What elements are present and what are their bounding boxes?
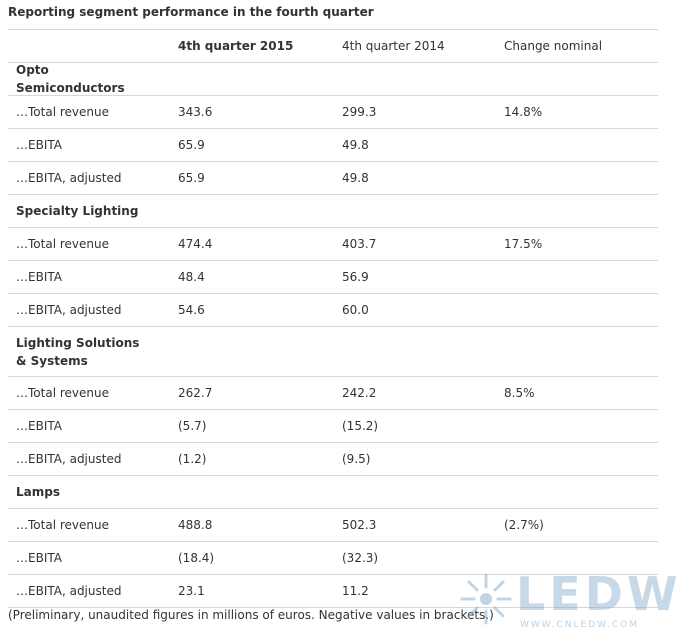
cell-q4-2014: 11.2 bbox=[342, 584, 369, 598]
header-cell-q4-2014: 4th quarter 2014 bbox=[342, 39, 445, 53]
cell-q4-2015: 48.4 bbox=[178, 270, 205, 284]
cell-q4-2015: 23.1 bbox=[178, 584, 205, 598]
row-label: …Total revenue bbox=[16, 105, 109, 119]
cell-q4-2015: 474.4 bbox=[178, 237, 213, 251]
cell-change bbox=[504, 294, 654, 326]
table-row: …EBITA 65.9 49.8 bbox=[8, 129, 658, 162]
row-label: …EBITA bbox=[16, 551, 62, 565]
cell-q4-2014 bbox=[342, 63, 492, 95]
cell-change: (2.7%) bbox=[504, 518, 544, 532]
cell-change bbox=[504, 327, 654, 376]
footnote: (Preliminary, unaudited figures in milli… bbox=[8, 608, 494, 622]
row-label: …EBITA bbox=[16, 138, 62, 152]
row-label: …Total revenue bbox=[16, 237, 109, 251]
cell-q4-2014: (15.2) bbox=[342, 419, 379, 433]
table-row: …EBITA 48.4 56.9 bbox=[8, 261, 658, 294]
row-label: …EBITA bbox=[16, 419, 62, 433]
table-row: …EBITA, adjusted 23.1 11.2 bbox=[8, 575, 658, 608]
cell-change bbox=[504, 410, 654, 442]
table-row: …Total revenue 343.6 299.3 14.8% bbox=[8, 96, 658, 129]
row-label: …Total revenue bbox=[16, 518, 109, 532]
cell-q4-2014: 502.3 bbox=[342, 518, 377, 532]
cell-q4-2015 bbox=[178, 476, 328, 508]
section-header-row: Opto Semiconductors bbox=[8, 63, 658, 96]
cell-q4-2014: 242.2 bbox=[342, 386, 377, 400]
cell-q4-2014: 49.8 bbox=[342, 138, 369, 152]
cell-change bbox=[504, 261, 654, 293]
segment-performance-table: 4th quarter 2015 4th quarter 2014 Change… bbox=[8, 29, 658, 608]
cell-q4-2014 bbox=[342, 476, 492, 508]
cell-change bbox=[504, 476, 654, 508]
cell-q4-2014: (9.5) bbox=[342, 452, 371, 466]
cell-q4-2014: (32.3) bbox=[342, 551, 379, 565]
watermark-url: WWW.CNLEDW.COM bbox=[520, 620, 640, 630]
table-row: …EBITA, adjusted 54.6 60.0 bbox=[8, 294, 658, 327]
table-row: …Total revenue 474.4 403.7 17.5% bbox=[8, 228, 658, 261]
row-label: Opto Semiconductors bbox=[16, 63, 125, 95]
table-row: …EBITA (5.7) (15.2) bbox=[8, 410, 658, 443]
cell-change: 14.8% bbox=[504, 105, 543, 119]
header-cell-label bbox=[16, 30, 166, 62]
row-label: …EBITA, adjusted bbox=[16, 584, 122, 598]
cell-change bbox=[504, 162, 654, 194]
cell-q4-2014: 49.8 bbox=[342, 171, 369, 185]
row-label: …Total revenue bbox=[16, 386, 109, 400]
cell-q4-2015: 65.9 bbox=[178, 138, 205, 152]
sunburst-icon bbox=[460, 573, 512, 625]
table-row: …EBITA, adjusted 65.9 49.8 bbox=[8, 162, 658, 195]
cell-q4-2014: 60.0 bbox=[342, 303, 369, 317]
cell-change bbox=[504, 195, 654, 227]
row-label: Lamps bbox=[16, 485, 60, 499]
section-header-row: Lighting Solutions & Systems bbox=[8, 327, 658, 377]
table-row: …Total revenue 488.8 502.3 (2.7%) bbox=[8, 509, 658, 542]
row-label: …EBITA bbox=[16, 270, 62, 284]
cell-q4-2015 bbox=[178, 63, 328, 95]
cell-q4-2015: (18.4) bbox=[178, 551, 215, 565]
row-label: Lighting Solutions & Systems bbox=[16, 335, 140, 368]
cell-q4-2014: 299.3 bbox=[342, 105, 377, 119]
table-caption: Reporting segment performance in the fou… bbox=[8, 5, 374, 19]
cell-change bbox=[504, 63, 654, 95]
header-cell-q4-2015: 4th quarter 2015 bbox=[178, 39, 294, 53]
cell-q4-2015: (5.7) bbox=[178, 419, 207, 433]
cell-change bbox=[504, 443, 654, 475]
cell-q4-2014 bbox=[342, 195, 492, 227]
watermark-text: LEDW bbox=[516, 567, 682, 621]
cell-q4-2015: (1.2) bbox=[178, 452, 207, 466]
section-header-row: Lamps bbox=[8, 476, 658, 509]
cell-q4-2015: 488.8 bbox=[178, 518, 213, 532]
table-row: …EBITA, adjusted (1.2) (9.5) bbox=[8, 443, 658, 476]
row-label: Specialty Lighting bbox=[16, 204, 139, 218]
cell-change: 8.5% bbox=[504, 386, 535, 400]
table-header-row: 4th quarter 2015 4th quarter 2014 Change… bbox=[8, 30, 658, 63]
cell-q4-2015 bbox=[178, 195, 328, 227]
cell-q4-2014 bbox=[342, 327, 492, 376]
cell-change: 17.5% bbox=[504, 237, 543, 251]
section-header-row: Specialty Lighting bbox=[8, 195, 658, 228]
cell-q4-2014: 403.7 bbox=[342, 237, 377, 251]
table-row: …EBITA (18.4) (32.3) bbox=[8, 542, 658, 575]
watermark-logo: LEDW WWW.CNLEDW.COM bbox=[456, 565, 681, 635]
header-cell-change: Change nominal bbox=[504, 39, 603, 53]
cell-q4-2015: 65.9 bbox=[178, 171, 205, 185]
cell-q4-2014: 56.9 bbox=[342, 270, 369, 284]
cell-q4-2015: 54.6 bbox=[178, 303, 205, 317]
row-label: …EBITA, adjusted bbox=[16, 452, 122, 466]
cell-q4-2015: 262.7 bbox=[178, 386, 213, 400]
row-label: …EBITA, adjusted bbox=[16, 303, 122, 317]
cell-q4-2015: 343.6 bbox=[178, 105, 213, 119]
table-row: …Total revenue 262.7 242.2 8.5% bbox=[8, 377, 658, 410]
row-label: …EBITA, adjusted bbox=[16, 171, 122, 185]
cell-q4-2015 bbox=[178, 327, 328, 376]
cell-change bbox=[504, 129, 654, 161]
